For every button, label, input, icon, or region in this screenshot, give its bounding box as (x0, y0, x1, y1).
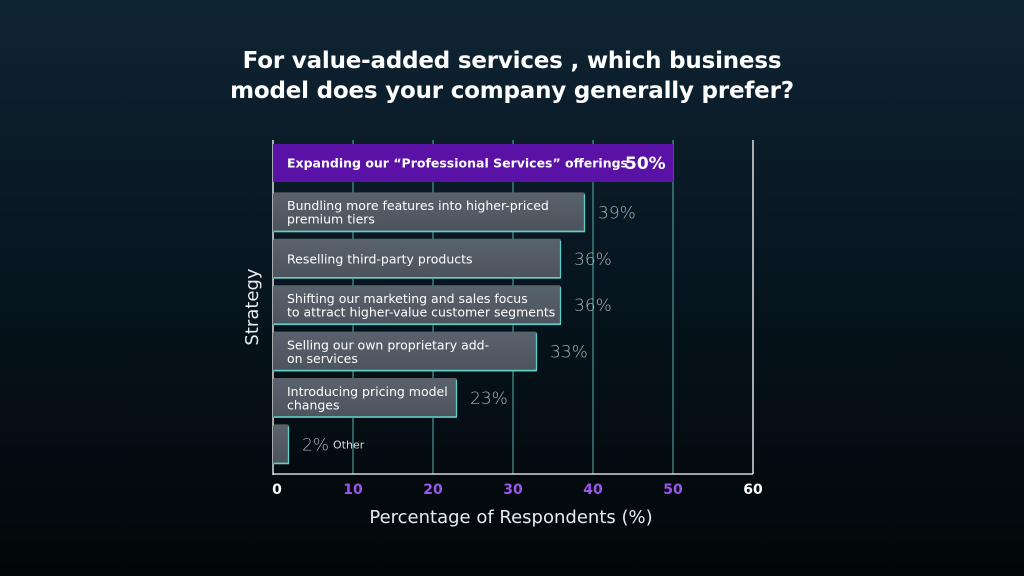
bar-6 (273, 424, 289, 465)
x-tick-label-10: 10 (343, 482, 363, 498)
value-label-4: 33% (550, 343, 588, 363)
bar-label-5-line-1: changes (287, 397, 340, 412)
bar-label-2-line-0: Reselling third-party products (287, 251, 473, 266)
chart-title-line-2: model does your company generally prefer… (230, 78, 794, 104)
x-tick-label-30: 30 (503, 482, 523, 498)
value-label-6: 2% (302, 435, 329, 455)
bar-0 (273, 144, 673, 182)
bar-5 (273, 378, 457, 418)
bar-group-4: Selling our own proprietary add-on servi… (273, 331, 588, 372)
value-label-1: 39% (598, 203, 636, 223)
x-axis-title: Percentage of Respondents (%) (369, 507, 652, 528)
bar-label-3-line-0: Shifting our marketing and sales focus (287, 291, 528, 306)
bar-group-3: Shifting our marketing and sales focusto… (273, 285, 612, 326)
x-tick-label-20: 20 (423, 482, 443, 498)
bar-label-3-line-1: to attract higher-value customer segment… (287, 304, 555, 319)
x-tick-label-60: 60 (743, 482, 763, 498)
x-tick-label-50: 50 (663, 482, 683, 498)
bar-group-6: 2% Other (273, 424, 365, 465)
bar-group-0: Expanding our “Professional Services” of… (273, 144, 673, 182)
bar-outside-label-6: Other (333, 438, 365, 451)
bar-group-1: Bundling more features into higher-price… (273, 192, 636, 233)
chart-title-line-1: For value-added services , which busines… (242, 48, 782, 74)
bar-label-1-line-0: Bundling more features into higher-price… (287, 198, 549, 213)
bar-3 (273, 285, 561, 326)
bar-2 (273, 238, 561, 279)
bar-group-2: Reselling third-party products 36% (273, 238, 612, 279)
x-tick-label-0: 0 (272, 482, 282, 498)
bar-1 (273, 192, 585, 233)
value-label-5: 23% (470, 389, 508, 409)
bar-label-0-line-0: Expanding our “Professional Services” of… (287, 156, 628, 171)
chart-title: For value-added services , which busines… (0, 46, 1024, 106)
bar-label-4-line-1: on services (287, 351, 358, 366)
x-tick-label-40: 40 (583, 482, 603, 498)
bar-label-1-line-1: premium tiers (287, 212, 375, 227)
y-axis-title: Strategy (242, 268, 263, 345)
value-label-2: 36% (574, 250, 612, 270)
value-label-0: 50% (625, 154, 666, 174)
bar-4 (273, 331, 537, 372)
bar-label-5-line-0: Introducing pricing model (287, 384, 448, 399)
bar-label-4-line-0: Selling our own proprietary add- (287, 337, 489, 352)
value-label-3: 36% (574, 296, 612, 316)
